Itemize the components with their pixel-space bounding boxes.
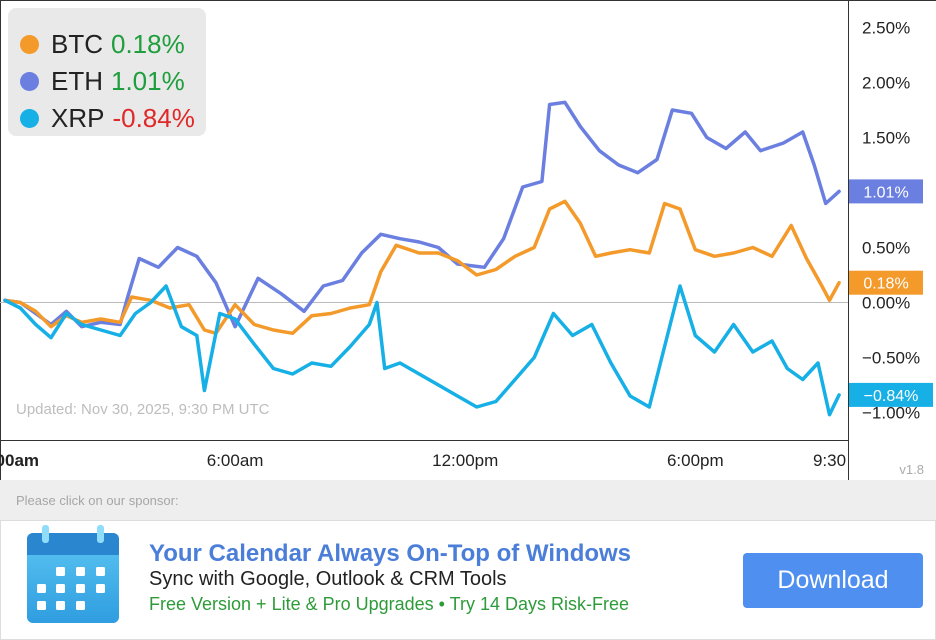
- legend: BTC 0.18% ETH 1.01% XRP -0.84%: [8, 8, 206, 136]
- price-tag-xrp: [849, 382, 933, 407]
- price-tag-label-xrp: −0.84%: [864, 388, 919, 405]
- y-tick-label: −1.00%: [862, 404, 920, 423]
- legend-change-eth: 1.01%: [111, 65, 185, 96]
- sponsor-label: Please click on our sponsor:: [16, 493, 179, 508]
- legend-item-eth: ETH 1.01%: [20, 63, 185, 99]
- x-tick-label: 9:30: [813, 451, 846, 470]
- chart-canvas: 2.50% 2.00% 1.50% 0.50% 0.00% −0.50% −1.00% 12:…: [0, 0, 936, 480]
- y-tick-label: 0.00%: [862, 294, 910, 313]
- sponsor-subtitle: Sync with Google, Outlook & CRM Tools: [149, 568, 507, 590]
- price-chart: 2.50% 2.00% 1.50% 0.50% 0.00% −0.50% −1.00% 12:…: [0, 0, 936, 480]
- sponsor-tagline: Free Version + Lite & Pro Upgrades • Try…: [149, 594, 629, 614]
- x-tick-label: 12:00pm: [432, 451, 498, 470]
- price-tag-btc: [849, 270, 923, 295]
- legend-name-btc: BTC: [51, 28, 103, 59]
- legend-name-eth: ETH: [51, 65, 103, 96]
- updated-timestamp: Updated: Nov 30, 2025, 9:30 PM UTC: [16, 401, 270, 418]
- series-line-eth: [3, 100, 841, 329]
- legend-change-xrp: -0.84%: [112, 102, 195, 133]
- eth-dot-icon: [20, 71, 39, 91]
- y-tick-label: −0.50%: [862, 349, 920, 368]
- legend-item-btc: BTC 0.18%: [20, 26, 185, 62]
- sponsor-title[interactable]: Your Calendar Always On-Top of Windows: [149, 540, 632, 567]
- price-tag-label-eth: 1.01%: [863, 184, 908, 201]
- y-tick-label: 0.50%: [862, 239, 910, 258]
- calendar-icon[interactable]: [26, 525, 120, 625]
- download-button[interactable]: Download: [743, 553, 923, 608]
- legend-name-xrp: XRP: [51, 102, 105, 133]
- version-label: v1.8: [899, 462, 924, 477]
- legend-item-xrp: XRP -0.84%: [20, 100, 195, 136]
- series-line-btc: [3, 199, 841, 336]
- x-tick-label: 6:00am: [207, 451, 264, 470]
- price-tag-eth: [849, 179, 923, 204]
- legend-change-btc: 0.18%: [111, 28, 185, 59]
- btc-dot-icon: [20, 34, 39, 54]
- y-tick-label: 2.50%: [862, 19, 910, 38]
- x-tick-label: 6:00pm: [667, 451, 724, 470]
- xrp-dot-icon: [20, 108, 39, 128]
- series-line-xrp: [3, 284, 841, 417]
- price-tag-label-btc: 0.18%: [863, 276, 908, 293]
- y-tick-label: 2.00%: [862, 74, 910, 93]
- y-tick-label: 1.50%: [862, 129, 910, 148]
- x-tick-label: 12:00am: [0, 451, 39, 470]
